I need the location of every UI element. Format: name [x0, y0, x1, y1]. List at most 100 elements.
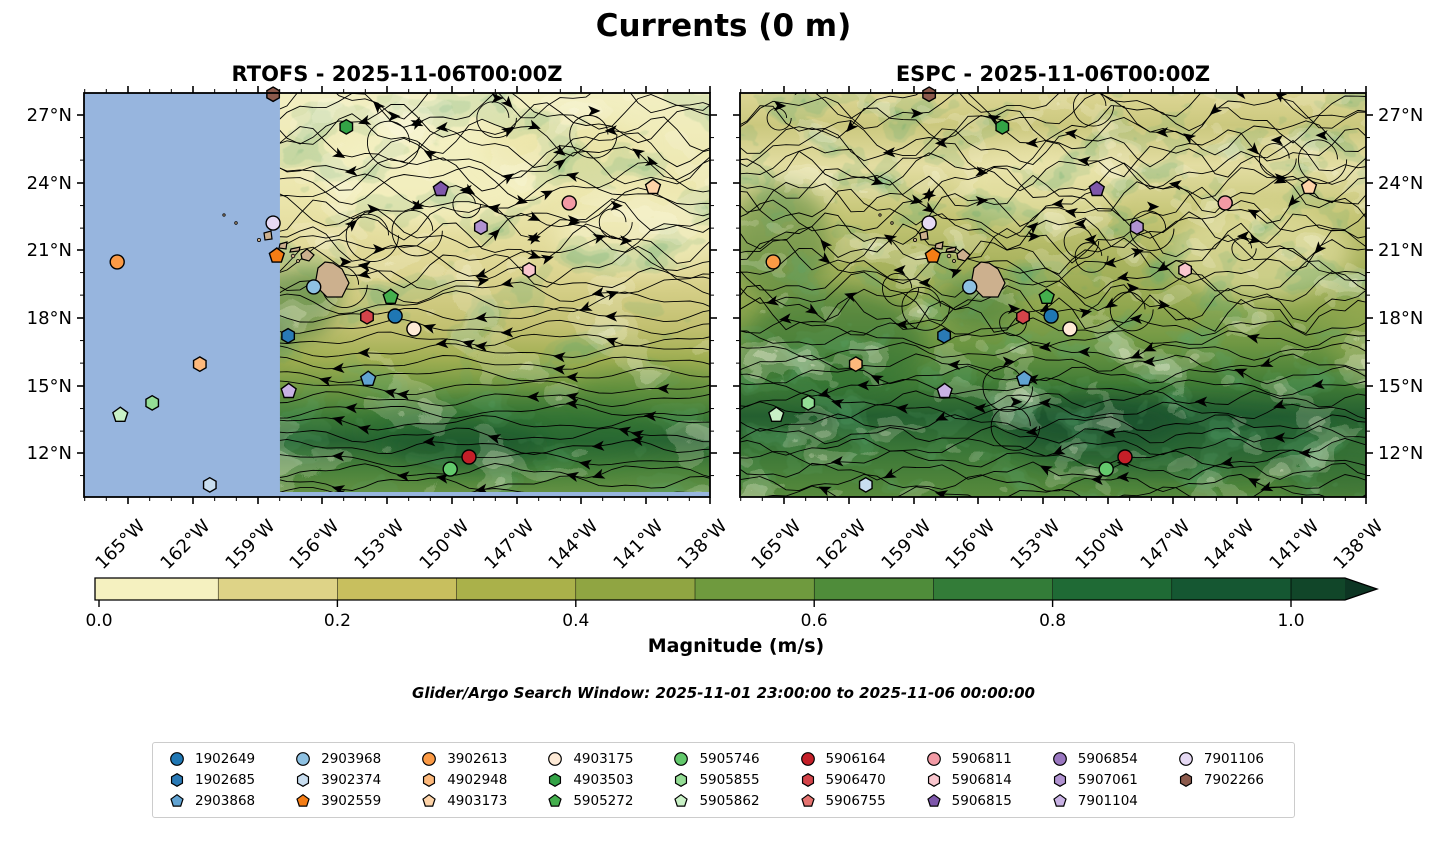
circle-marker-icon	[422, 752, 437, 767]
hexagon-marker-icon	[423, 772, 436, 787]
svg-text:15°N: 15°N	[1378, 376, 1423, 397]
legend-float-id: 2903868	[195, 792, 256, 809]
pentagon-marker-icon	[170, 793, 184, 807]
legend-item-3902374: 3902374	[295, 772, 395, 788]
svg-text:15°N: 15°N	[27, 376, 72, 397]
svg-text:138°W: 138°W	[1329, 516, 1387, 574]
legend-float-id: 5906854	[1077, 751, 1138, 768]
svg-text:159°W: 159°W	[877, 516, 935, 574]
svg-text:18°N: 18°N	[1378, 308, 1423, 329]
hexagon-marker-icon	[675, 772, 688, 787]
float-marker-5907061	[473, 219, 488, 236]
legend-float-id: 3902613	[447, 751, 508, 768]
svg-text:18°N: 18°N	[27, 308, 72, 329]
svg-text:12°N: 12°N	[27, 443, 72, 464]
float-marker-7902266	[922, 86, 937, 103]
svg-text:21°N: 21°N	[1378, 240, 1423, 261]
svg-text:162°W: 162°W	[812, 516, 870, 574]
svg-text:165°W: 165°W	[747, 516, 805, 574]
legend-float-id: 5906815	[951, 792, 1012, 809]
legend-item-5906815: 5906815	[926, 793, 1026, 809]
svg-text:150°W: 150°W	[1071, 516, 1129, 574]
svg-text:12°N: 12°N	[1378, 443, 1423, 464]
hexagon-marker-icon	[1179, 772, 1192, 787]
circle-marker-icon	[170, 752, 184, 767]
float-marker-7901106	[921, 215, 937, 231]
legend-float-id: 2903968	[321, 751, 382, 768]
colorbar-ticks: 0.0 0.2 0.4 0.6 0.8 1.0	[85, 600, 1305, 631]
svg-text:0.0: 0.0	[85, 611, 112, 631]
hexagon-marker-icon	[170, 772, 184, 787]
legend-item-5905862: 5905862	[673, 793, 773, 809]
panel-title-rtofs: RTOFS - 2025-11-06T00:00Z	[231, 62, 563, 86]
legend-item-3902613: 3902613	[421, 751, 521, 767]
svg-text:156°W: 156°W	[941, 516, 999, 574]
float-marker-3902613	[109, 254, 125, 270]
legend-float-id: 5906811	[951, 751, 1012, 768]
svg-text:21°N: 21°N	[27, 240, 72, 261]
svg-text:141°W: 141°W	[609, 516, 667, 574]
legend-item-4903175: 4903175	[547, 751, 647, 767]
svg-text:147°W: 147°W	[1136, 516, 1194, 574]
float-marker-1902649	[1043, 308, 1059, 324]
legend-float-id: 7902266	[1203, 771, 1264, 788]
legend-item-4903503: 4903503	[547, 772, 647, 788]
float-marker-7901104	[280, 382, 297, 399]
float-marker-5906815	[1088, 180, 1106, 197]
legend-float-id: 5905855	[699, 771, 760, 788]
figure-title: Currents (0 m)	[595, 8, 852, 44]
hexagon-marker-icon	[927, 772, 940, 787]
svg-text:0.2: 0.2	[324, 611, 351, 631]
float-marker-4902948	[192, 356, 207, 373]
float-marker-2903968	[305, 279, 322, 295]
pentagon-marker-icon	[548, 793, 563, 807]
legend-float-id: 5905862	[699, 792, 760, 809]
legend-float-id: 5906755	[825, 792, 886, 809]
colorbar-label: Magnitude (m/s)	[648, 635, 825, 657]
rtofs-nodata-region	[84, 93, 710, 497]
svg-text:0.6: 0.6	[801, 611, 828, 631]
legend-item-7901104: 7901104	[1052, 793, 1152, 809]
float-marker-4903175	[1062, 321, 1078, 337]
float-marker-4903503	[995, 118, 1010, 135]
legend-item-5906811: 5906811	[926, 751, 1026, 767]
float-marker-5905272	[382, 288, 399, 305]
float-marker-5905855	[145, 394, 160, 411]
svg-text:24°N: 24°N	[27, 173, 72, 194]
legend-item-3902559: 3902559	[295, 793, 395, 809]
float-marker-1902649	[387, 308, 403, 324]
float-marker-5906814	[522, 261, 537, 279]
float-marker-1902685	[281, 327, 296, 344]
svg-text:0.4: 0.4	[562, 611, 589, 631]
svg-text:24°N: 24°N	[1378, 173, 1423, 194]
float-marker-3902559	[268, 247, 286, 263]
svg-text:150°W: 150°W	[415, 516, 473, 574]
legend-float-id: 5906470	[825, 771, 886, 788]
float-marker-5906470	[360, 308, 374, 325]
svg-text:27°N: 27°N	[27, 105, 72, 126]
float-marker-5905862	[112, 406, 129, 423]
float-marker-5906811	[561, 195, 577, 211]
map-espc: 165°W 162°W 159°W 156°W 153°W 150°W 147°W 144°W…	[733, 86, 1423, 574]
legend-item-4903173: 4903173	[421, 793, 521, 809]
svg-text:153°W: 153°W	[1006, 516, 1064, 574]
pentagon-marker-icon	[296, 793, 310, 807]
float-marker-4903173	[1300, 178, 1318, 195]
svg-text:159°W: 159°W	[221, 516, 279, 574]
legend-float-id: 4903503	[573, 771, 634, 788]
legend-item-4902948: 4902948	[421, 772, 521, 788]
legend-item-5906755: 5906755	[800, 793, 900, 809]
float-markers	[765, 86, 1318, 493]
search-window-subtitle: Glider/Argo Search Window: 2025-11-01 23…	[412, 684, 1035, 702]
legend-float-id: 5906164	[825, 751, 886, 768]
hawaiian-islands	[222, 213, 350, 298]
legend-item-5906164: 5906164	[800, 751, 900, 767]
hexagon-marker-icon	[801, 772, 814, 787]
svg-text:165°W: 165°W	[91, 516, 149, 574]
legend-item-5905272: 5905272	[547, 793, 647, 809]
streamlines	[273, 93, 710, 497]
float-marker-5906811	[1217, 195, 1233, 211]
svg-text:144°W: 144°W	[544, 516, 602, 574]
float-marker-5905862	[768, 406, 785, 423]
